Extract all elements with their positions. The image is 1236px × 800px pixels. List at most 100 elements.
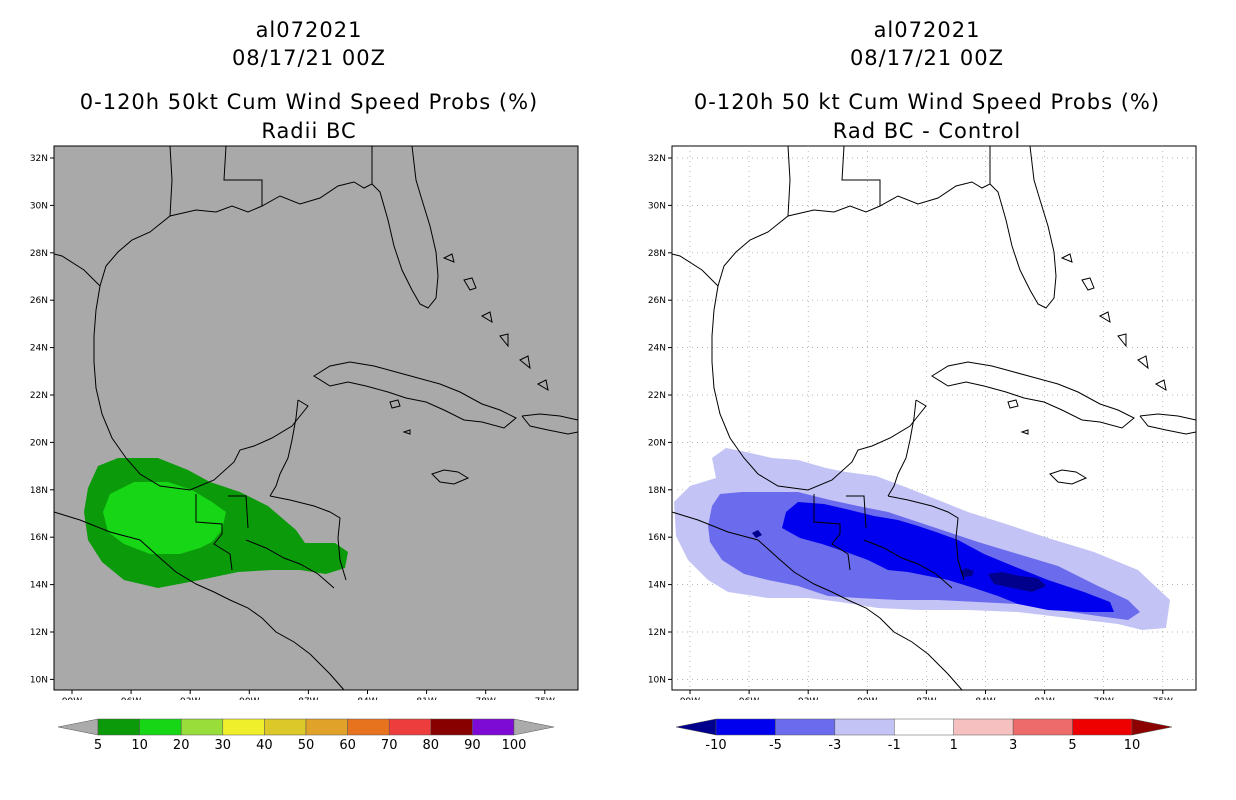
lat-label: 28N [30,249,48,259]
colorbar-swatch [388,718,432,736]
colorbar-swatch [834,718,895,736]
lat-label: 22N [30,391,48,401]
lat-label: 22N [648,391,666,401]
lat-label: 18N [648,486,666,496]
coastline-segment [1081,277,1095,291]
lat-label: 10N [648,675,666,685]
colorbar-label: 100 [502,738,527,753]
left-subtitle: Radii BC [261,119,357,143]
left-colorbar: 5 10 20 30 40 50 60 70 80 90 100 [57,718,555,753]
coastline-segment [887,399,917,497]
coastline-segment [989,145,1057,309]
lat-label: 26N [648,296,666,306]
right-map: 32N 30N 28N 26N 24N 22N 20N 18N 16N 14N 12N 10N 99W… [648,145,1197,700]
coastline-segment [1117,333,1127,348]
lat-label: 20N [30,438,48,448]
lat-label: 26N [30,296,48,306]
diff-contour-minus10-c [752,530,762,538]
coastline-segment [499,333,509,348]
colorbar-low-arrow [57,718,99,736]
colorbar-label: 30 [215,738,232,753]
coastline-segment [53,253,101,287]
lon-label: 90W [239,697,259,700]
lat-label: 24N [30,344,48,354]
coastline-segment [1139,415,1197,435]
lon-label: 81W [1034,697,1054,700]
coastline-segment [1007,399,1019,409]
lon-label: 84W [357,697,377,700]
right-lon-ticks: 99W 96W 93W 90W 87W 84W 81W 78W 75W [680,690,1173,700]
lon-label: 87W [298,697,318,700]
colorbar-swatch [139,718,182,736]
left-lon-ticks: 99W 96W 93W 90W 87W 84W 81W 78W 75W [62,690,555,700]
colorbar-label: 5 [94,738,102,753]
colorbar-swatch [953,718,1014,736]
left-coastlines [53,145,579,691]
colorbar-label: 90 [464,738,481,753]
colorbar-swatch [715,718,776,736]
lat-label: 28N [648,249,666,259]
lon-label: 75W [535,697,555,700]
colorbar-swatch [1012,718,1073,736]
colorbar-swatch [180,718,224,736]
lat-label: 20N [648,438,666,448]
right-subtitle: Rad BC - Control [832,119,1022,143]
colorbar-swatch [347,718,390,736]
lat-label: 12N [648,628,666,638]
coastline-segment [787,145,791,217]
coastline-segment [195,494,233,571]
coastline-segment [371,145,439,309]
lat-label: 16N [30,533,48,543]
lon-label: 78W [476,697,496,700]
colorbar-label: 40 [256,738,273,753]
coastline-segment [1049,469,1088,485]
right-coastlines [671,145,1197,691]
right-panel: al072021 08/17/21 00Z 0-120h 50 kt Cum W… [618,0,1236,800]
coastline-segment [841,145,881,206]
colorbar-label: 50 [298,738,315,753]
colorbar-label: -1 [888,738,901,753]
lon-label: 90W [857,697,877,700]
colorbar-swatch [222,718,265,736]
lon-label: 93W [798,697,818,700]
coastline-segment [519,355,531,370]
coastline-segment [93,146,373,491]
colorbar-label: 70 [381,738,398,753]
coastline-segment [521,413,579,421]
colorbar-high-arrow [513,718,555,736]
colorbar-swatch [472,718,515,736]
colorbar-label: 20 [173,738,190,753]
right-colorbar: -10 -5 -3 -1 1 3 5 10 [675,718,1173,753]
left-lat-ticks: 32N 30N 28N 26N 24N 22N 20N 18N 16N 14N 12N 10N [30,154,54,685]
right-difference-field [674,448,1170,630]
coastline-segment [846,495,867,529]
colorbar-swatch [775,718,836,736]
lon-label: 96W [121,697,141,700]
colorbar-high-arrow [1131,718,1173,736]
colorbar-swatch [264,718,307,736]
coastline-segment [431,469,470,485]
colorbar-low-arrow [675,718,717,736]
coastline-segment [1154,379,1167,392]
coastline-segment [1060,253,1073,263]
coastline-segment [931,361,1135,429]
lon-label: 99W [62,697,82,700]
colorbar-label: 60 [339,738,356,753]
coastline-segment [671,253,719,287]
colorbar-swatch [430,718,473,736]
colorbar-label: 80 [423,738,440,753]
coastline-segment [53,511,345,691]
left-product-title: 0-120h 50kt Cum Wind Speed Probs (%) [79,90,539,114]
left-map: 32N 30N 28N 26N 24N 22N 20N 18N 16N 14N 12N 10N 99W… [30,145,579,700]
colorbar-label: -3 [828,738,841,753]
coastline-segment [480,311,493,324]
lat-label: 30N [648,201,666,211]
lat-label: 32N [30,154,48,164]
lon-label: 78W [1094,697,1114,700]
lat-label: 18N [30,486,48,496]
colorbar-label: 5 [1068,738,1076,753]
lat-label: 14N [648,581,666,591]
coastline-segment [463,277,477,291]
diff-contour-minus10-a [960,568,974,577]
colorbar-swatch [894,718,954,736]
